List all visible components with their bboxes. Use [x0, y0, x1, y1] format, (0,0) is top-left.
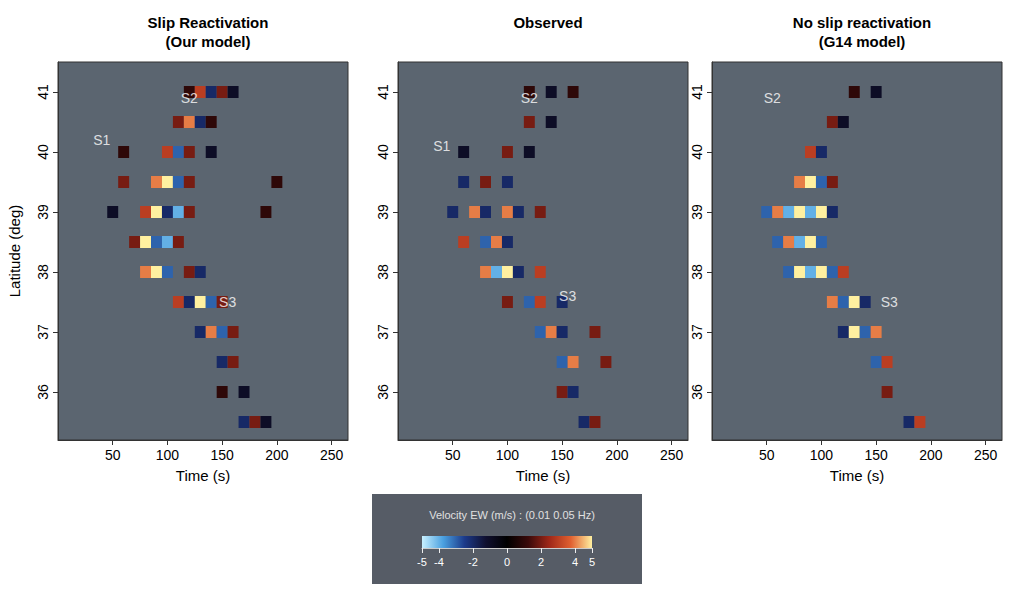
svg-text:50: 50	[759, 447, 775, 463]
svg-text:39: 39	[375, 204, 391, 220]
svg-text:40: 40	[689, 144, 705, 160]
svg-text:Observed: Observed	[513, 14, 582, 31]
svg-text:37: 37	[375, 324, 391, 340]
svg-text:41: 41	[689, 84, 705, 100]
svg-text:50: 50	[105, 447, 121, 463]
svg-text:S3: S3	[559, 288, 576, 304]
svg-text:36: 36	[35, 384, 51, 400]
svg-text:100: 100	[810, 447, 834, 463]
svg-text:Velocity EW (m/s) : (0.01 0.05: Velocity EW (m/s) : (0.01 0.05 Hz)	[429, 509, 595, 521]
svg-text:36: 36	[689, 384, 705, 400]
svg-text:S3: S3	[219, 294, 236, 310]
svg-text:S1: S1	[93, 132, 110, 148]
svg-text:250: 250	[320, 447, 344, 463]
svg-text:150: 150	[550, 447, 574, 463]
svg-text:38: 38	[689, 264, 705, 280]
svg-text:-4: -4	[434, 556, 444, 568]
svg-text:39: 39	[35, 204, 51, 220]
svg-text:Time (s): Time (s)	[830, 467, 884, 484]
svg-text:200: 200	[605, 447, 629, 463]
svg-text:S1: S1	[433, 138, 450, 154]
svg-text:Slip Reactivation: Slip Reactivation	[148, 14, 269, 31]
svg-text:50: 50	[445, 447, 461, 463]
svg-text:(Our model): (Our model)	[166, 33, 251, 50]
svg-text:2: 2	[538, 556, 544, 568]
svg-text:41: 41	[375, 84, 391, 100]
svg-text:38: 38	[35, 264, 51, 280]
svg-text:Latitude (deg): Latitude (deg)	[6, 205, 23, 298]
svg-text:39: 39	[689, 204, 705, 220]
svg-text:Time (s): Time (s)	[516, 467, 570, 484]
svg-text:200: 200	[919, 447, 943, 463]
svg-text:-2: -2	[468, 556, 478, 568]
svg-text:250: 250	[660, 447, 684, 463]
svg-text:100: 100	[156, 447, 180, 463]
svg-text:S2: S2	[764, 90, 781, 106]
svg-text:40: 40	[35, 144, 51, 160]
svg-text:36: 36	[375, 384, 391, 400]
svg-text:0: 0	[504, 556, 510, 568]
svg-text:S2: S2	[181, 90, 198, 106]
svg-text:4: 4	[572, 556, 578, 568]
svg-text:Time (s): Time (s)	[176, 467, 230, 484]
svg-text:S2: S2	[521, 90, 538, 106]
svg-text:100: 100	[496, 447, 520, 463]
svg-text:No slip reactivation: No slip reactivation	[793, 14, 931, 31]
svg-text:150: 150	[210, 447, 234, 463]
svg-text:38: 38	[375, 264, 391, 280]
svg-text:250: 250	[974, 447, 998, 463]
svg-text:200: 200	[265, 447, 289, 463]
svg-text:150: 150	[864, 447, 888, 463]
svg-text:40: 40	[375, 144, 391, 160]
svg-text:41: 41	[35, 84, 51, 100]
svg-text:5: 5	[589, 556, 595, 568]
svg-text:(G14 model): (G14 model)	[819, 33, 906, 50]
svg-text:37: 37	[689, 324, 705, 340]
svg-text:37: 37	[35, 324, 51, 340]
svg-text:-5: -5	[417, 556, 427, 568]
svg-text:S3: S3	[881, 294, 898, 310]
